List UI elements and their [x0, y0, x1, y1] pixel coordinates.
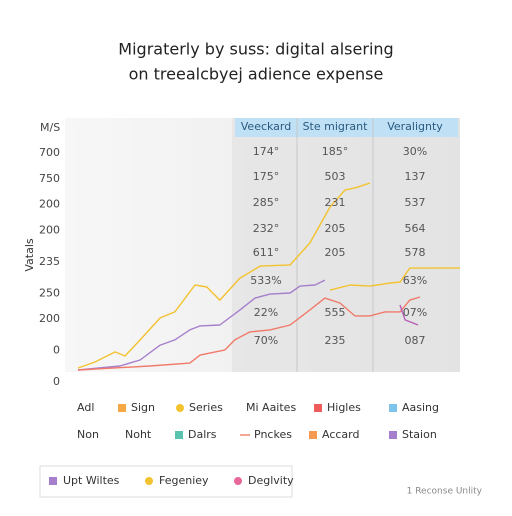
y-tick-label: 200 — [39, 312, 60, 325]
table-cell: 175° — [253, 170, 280, 183]
legend-label: Staion — [402, 428, 437, 441]
table-cell: 235 — [325, 334, 346, 347]
y-tick-label: 200 — [39, 223, 60, 236]
legend-label: Noht — [125, 428, 152, 441]
legend-label: Dalrs — [188, 428, 217, 441]
table-cell: 611° — [253, 246, 280, 259]
y-tick-label: 700 — [39, 146, 60, 159]
legend-label: Pnckes — [254, 428, 292, 441]
legend-marker — [389, 431, 397, 439]
line-series — [399, 304, 419, 326]
line-series — [77, 182, 371, 369]
legend-marker — [234, 477, 242, 485]
legend-marker — [175, 431, 183, 439]
table-header: Veralignty — [387, 120, 443, 133]
table-cell: 564 — [405, 222, 426, 235]
line-series — [77, 296, 421, 371]
table-cell: 137 — [405, 170, 426, 183]
table-cell: 555 — [325, 306, 346, 319]
table-cell: 185° — [322, 145, 349, 158]
legend-label: Upt Wiltes — [63, 474, 120, 487]
chart-title: Migraterly by suss: digital alsering — [118, 40, 393, 59]
table-cell: 537 — [405, 196, 426, 209]
table-cell: 174° — [253, 145, 280, 158]
legend-label: Series — [189, 401, 223, 414]
table-cell: 285° — [253, 196, 280, 209]
table-cell: 30% — [403, 145, 427, 158]
table-cell: 533% — [250, 274, 281, 287]
legend-marker — [176, 404, 184, 412]
legend-label: Deglvity — [248, 474, 294, 487]
legend-box — [39, 465, 293, 498]
legend-marker — [314, 404, 322, 412]
y-tick-label: 200 — [39, 198, 60, 211]
table-cell: 578 — [405, 246, 426, 259]
line-series — [77, 279, 326, 371]
table-cell: 205 — [325, 222, 346, 235]
chart-title: on treealcbyej adience expense — [129, 65, 384, 84]
legend-marker — [49, 477, 57, 485]
legend-label: Sign — [131, 401, 155, 414]
table-header-bg — [235, 118, 458, 137]
legend-marker — [145, 477, 153, 485]
table-cell: 087 — [405, 334, 426, 347]
y-tick-label: 250 — [39, 286, 60, 299]
table-cell: 07% — [403, 306, 427, 319]
footnote: 1 Reconse Unlity — [407, 487, 483, 497]
y-tick-label: 235 — [39, 255, 60, 268]
legend-marker — [389, 404, 397, 412]
legend-label: Mi Aaites — [246, 401, 296, 414]
y-tick-label: 0 — [53, 375, 60, 388]
legend-label: Adl — [77, 401, 94, 414]
table-cell: 232° — [253, 222, 280, 235]
table-cell: 231 — [325, 196, 346, 209]
legend-label: Higles — [327, 401, 361, 414]
y-axis-label: Vatals — [23, 238, 36, 272]
table-header: Veeckard — [241, 120, 291, 133]
legend-label: Aasing — [402, 401, 439, 414]
legend-label: Fegeniey — [159, 474, 209, 487]
line-series — [329, 267, 460, 291]
y-axis-unit: M/S — [40, 121, 60, 134]
legend-label: Non — [77, 428, 99, 441]
y-tick-label: 0 — [53, 344, 60, 357]
legend-marker — [118, 404, 126, 412]
table-cell: 22% — [254, 306, 278, 319]
table-header: Ste migrant — [303, 120, 369, 133]
legend-label: Accard — [322, 428, 359, 441]
y-tick-label: 750 — [39, 172, 60, 185]
table-cell: 503 — [325, 170, 346, 183]
legend-marker — [309, 431, 317, 439]
table-cell: 205 — [325, 246, 346, 259]
table-cell: 70% — [254, 334, 278, 347]
table-cell: 63% — [403, 274, 427, 287]
